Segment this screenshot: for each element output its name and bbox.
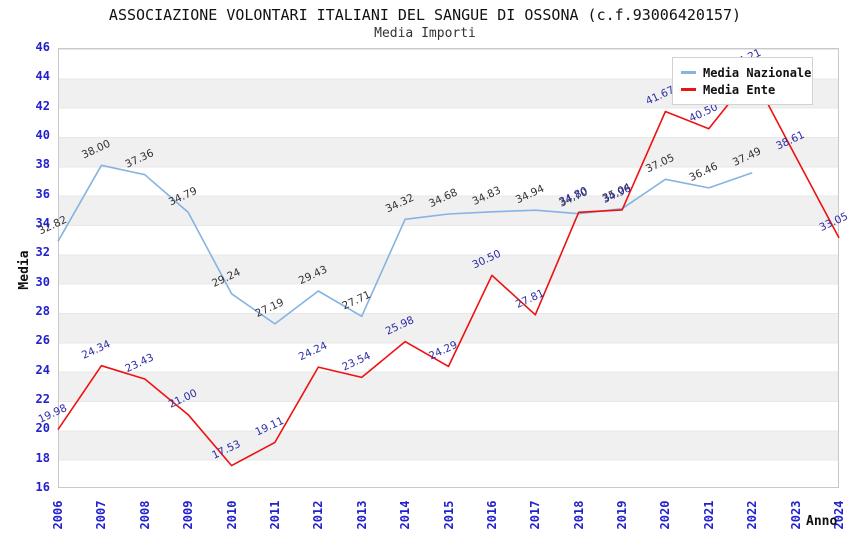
y-tick-label: 18 <box>35 450 50 465</box>
data-label-media-ente: 19.11 <box>253 415 285 439</box>
data-label-media-ente: 27.81 <box>514 287 546 311</box>
data-label-media-nazionale: 34.32 <box>384 192 416 216</box>
x-tick-label: 2023 <box>788 500 803 530</box>
y-tick-label: 36 <box>35 186 50 201</box>
y-tick-label: 24 <box>35 362 50 377</box>
x-tick-label: 2019 <box>615 500 630 530</box>
legend-item-media-nazionale: Media Nazionale <box>681 64 811 81</box>
y-tick-label: 20 <box>35 421 50 436</box>
legend-item-media-ente: Media Ente <box>681 81 806 98</box>
data-label-media-ente: 24.24 <box>297 339 330 363</box>
series-line-media-ente <box>57 73 840 467</box>
x-tick-label: 2006 <box>51 500 65 530</box>
data-label-media-nazionale: 27.71 <box>340 289 372 313</box>
x-tick-label: 2020 <box>658 500 673 530</box>
legend-line-swatch-red <box>681 88 696 91</box>
data-label-media-ente: 21.00 <box>167 387 199 411</box>
x-tick-label: 2008 <box>137 500 152 530</box>
x-tick-label: 2022 <box>745 500 760 530</box>
x-axis-title: Anno <box>806 514 838 529</box>
data-label-media-nazionale: 37.36 <box>123 147 156 171</box>
data-label-media-nazionale: 27.19 <box>253 296 285 320</box>
x-tick-label: 2016 <box>484 500 499 530</box>
data-label-media-ente: 38.61 <box>774 129 806 153</box>
y-tick-label: 42 <box>35 98 50 113</box>
x-tick-label: 2011 <box>267 500 282 530</box>
x-tick-label: 2018 <box>571 500 586 530</box>
data-label-media-ente: 24.34 <box>80 338 113 362</box>
data-label-media-nazionale: 38.00 <box>80 138 112 162</box>
x-tick-label: 2013 <box>354 500 369 530</box>
x-tick-label: 2010 <box>224 500 239 530</box>
x-tick-label: 2009 <box>181 500 196 530</box>
data-label-media-ente: 30.50 <box>470 248 502 272</box>
data-label-media-ente: 25.98 <box>384 314 416 338</box>
y-tick-label: 44 <box>35 69 50 84</box>
legend: Media Nazionale Media Ente <box>672 57 813 105</box>
data-label-media-nazionale: 37.49 <box>731 145 763 169</box>
data-label-media-ente: 17.53 <box>210 438 242 462</box>
x-tick-label: 2017 <box>528 500 543 530</box>
data-label-media-nazionale: 34.94 <box>514 183 547 207</box>
y-tick-label: 28 <box>35 304 50 318</box>
plot-area <box>58 48 839 488</box>
legend-line-swatch-blue <box>681 71 696 74</box>
data-label-media-nazionale: 29.24 <box>210 266 243 290</box>
y-axis-title: Media <box>17 250 32 290</box>
y-tick-label: 40 <box>35 128 50 142</box>
legend-label: Media Nazionale <box>703 65 812 80</box>
data-label-media-nazionale: 36.46 <box>687 160 720 184</box>
legend-label: Media Ente <box>703 82 776 97</box>
y-tick-label: 22 <box>35 392 50 406</box>
y-tick-label: 38 <box>35 157 50 172</box>
data-label-media-nazionale: 34.79 <box>167 185 199 209</box>
data-label-media-nazionale: 34.83 <box>470 184 502 208</box>
page-subtitle: Media Importi <box>374 26 476 41</box>
series-line-media-nazionale <box>57 164 753 325</box>
x-tick-label: 2012 <box>311 500 326 530</box>
y-tick-label: 26 <box>35 333 50 348</box>
data-label-media-ente: 24.29 <box>427 339 459 363</box>
data-label-media-nazionale: 29.43 <box>297 263 329 287</box>
x-tick-label: 2007 <box>94 500 109 530</box>
x-tick-label: 2014 <box>398 500 413 530</box>
y-tick-label: 16 <box>35 480 50 494</box>
y-tick-label: 34 <box>35 216 50 230</box>
y-tick-label: 30 <box>35 274 50 289</box>
y-tick-label: 32 <box>35 245 50 260</box>
data-label-media-nazionale: 37.05 <box>644 152 676 176</box>
x-tick-label: 2021 <box>701 500 716 530</box>
x-tick-label: 2015 <box>441 500 456 530</box>
page-title: ASSOCIAZIONE VOLONTARI ITALIANI DEL SANG… <box>108 6 742 24</box>
data-label-media-ente: 33.05 <box>818 210 850 234</box>
y-tick-label: 46 <box>35 40 50 54</box>
data-label-media-nazionale: 34.68 <box>427 186 459 210</box>
data-label-media-ente: 23.54 <box>340 350 373 374</box>
data-label-media-ente: 23.43 <box>123 351 155 375</box>
data-label-media-ente: 34.80 <box>557 185 589 209</box>
